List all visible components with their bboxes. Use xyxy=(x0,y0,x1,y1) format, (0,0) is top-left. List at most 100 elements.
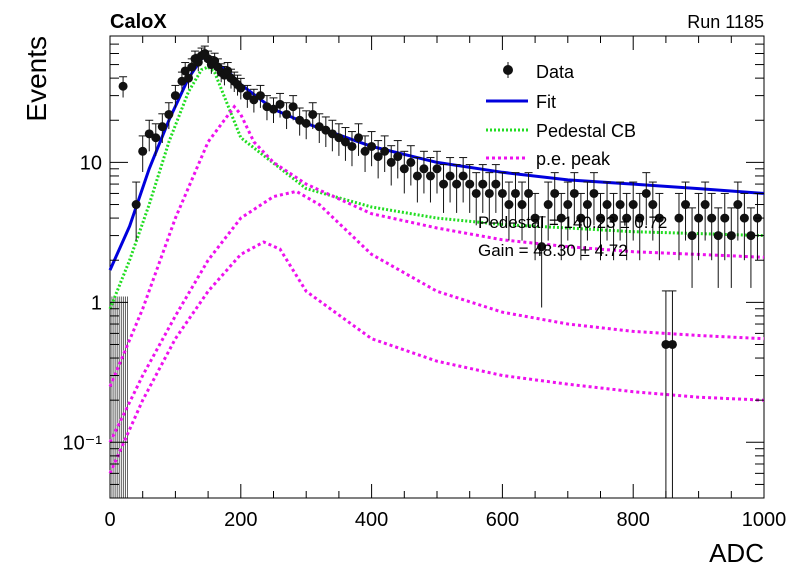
data-point xyxy=(386,157,396,167)
data-point xyxy=(360,146,370,156)
data-point xyxy=(412,171,422,181)
ticks-layer: 0 200 400 600 800 1000 10⁻¹ 1 10 xyxy=(63,35,787,531)
data-point xyxy=(543,200,553,210)
x-tick-label: 800 xyxy=(617,509,650,531)
data-point xyxy=(367,141,377,151)
legend: Data Fit Pedestal CB p.e. peak xyxy=(486,62,636,169)
data-point xyxy=(556,213,566,223)
x-tick-label: 200 xyxy=(224,509,257,531)
stats-pedestal: Pedestal = 140.23 ± 0.72 xyxy=(478,213,667,232)
stats-gain: Gain = 48.30 ± 4.72 xyxy=(478,241,628,260)
data-point xyxy=(739,213,749,223)
data-point xyxy=(288,102,298,112)
x-tick-label: 400 xyxy=(355,509,388,531)
pe-peak-curve xyxy=(108,104,765,388)
data-point xyxy=(661,339,671,349)
data-point xyxy=(707,213,717,223)
data-point xyxy=(144,129,154,139)
data-point xyxy=(733,200,743,210)
header-left: CaloX xyxy=(110,11,167,33)
data-point xyxy=(275,99,285,109)
data-point xyxy=(465,179,475,189)
data-point xyxy=(458,171,468,181)
x-tick-label: 0 xyxy=(104,509,115,531)
data-point xyxy=(242,91,252,101)
data-point xyxy=(321,125,331,135)
data-point xyxy=(193,57,203,67)
x-axis-label: ADC xyxy=(709,538,764,568)
data-point xyxy=(249,95,259,105)
data-point xyxy=(164,109,174,119)
data-point xyxy=(157,122,167,132)
data-point xyxy=(602,200,612,210)
data-point xyxy=(667,339,677,349)
data-point xyxy=(399,164,409,174)
legend-pe-label: p.e. peak xyxy=(536,149,611,169)
data-point xyxy=(648,200,658,210)
data-point xyxy=(700,200,710,210)
data-point xyxy=(622,213,632,223)
data-point xyxy=(118,81,128,91)
data-point xyxy=(654,213,664,223)
data-point xyxy=(439,179,449,189)
data-points-layer xyxy=(118,45,762,498)
pedestal-curve xyxy=(108,65,765,310)
data-point xyxy=(425,171,435,181)
data-point xyxy=(301,118,311,128)
x-tick-label: 600 xyxy=(486,509,519,531)
data-point xyxy=(628,200,638,210)
data-point xyxy=(484,188,494,198)
legend-pedestal-label: Pedestal CB xyxy=(536,121,636,141)
header-right: Run 1185 xyxy=(687,12,764,32)
data-point xyxy=(452,179,462,189)
data-point xyxy=(354,133,364,143)
data-point xyxy=(687,231,697,241)
x-tick-label: 1000 xyxy=(742,509,787,531)
y-axis-label: Events xyxy=(21,36,52,122)
data-point xyxy=(340,137,350,147)
data-point xyxy=(138,146,148,156)
data-point xyxy=(380,146,390,156)
data-point xyxy=(582,200,592,210)
y-tick-label: 10⁻¹ xyxy=(63,432,103,454)
data-point xyxy=(726,231,736,241)
data-point xyxy=(491,179,501,189)
data-point xyxy=(510,188,520,198)
data-point xyxy=(497,188,507,198)
data-point xyxy=(308,109,318,119)
data-point xyxy=(569,188,579,198)
data-point xyxy=(517,200,527,210)
data-point xyxy=(183,73,193,83)
data-point xyxy=(151,133,161,143)
pe-peak-curve xyxy=(108,189,765,443)
data-point xyxy=(334,133,344,143)
data-point xyxy=(393,152,403,162)
data-point xyxy=(746,231,756,241)
data-point xyxy=(504,200,514,210)
data-point xyxy=(131,200,141,210)
data-point xyxy=(609,213,619,223)
y-tick-label: 10 xyxy=(80,152,102,174)
data-point xyxy=(641,188,651,198)
data-point xyxy=(524,188,534,198)
data-point xyxy=(674,213,684,223)
data-point xyxy=(550,188,560,198)
data-point xyxy=(589,188,599,198)
data-point xyxy=(170,91,180,101)
data-point xyxy=(373,152,383,162)
data-point xyxy=(471,188,481,198)
data-point xyxy=(713,231,723,241)
data-point xyxy=(419,164,429,174)
data-point xyxy=(537,242,547,252)
data-point xyxy=(576,213,586,223)
data-point xyxy=(432,164,442,174)
y-tick-label: 1 xyxy=(91,292,102,314)
data-point xyxy=(327,129,337,139)
data-point xyxy=(694,213,704,223)
data-point xyxy=(282,109,292,119)
data-point xyxy=(720,213,730,223)
data-point xyxy=(615,200,625,210)
data-point xyxy=(635,213,645,223)
legend-fit-label: Fit xyxy=(536,92,556,112)
data-point xyxy=(347,141,357,151)
